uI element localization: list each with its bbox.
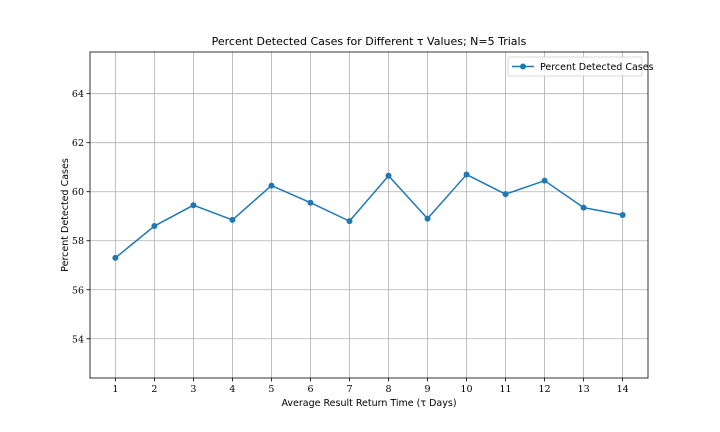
series-line [114, 173, 623, 259]
data-point [268, 182, 275, 189]
x-tick-label: 8 [385, 384, 391, 395]
x-tick-label: 12 [539, 384, 551, 395]
legend: Percent Detected Cases [507, 56, 654, 77]
data-point [346, 218, 353, 225]
x-tick-label: 3 [190, 384, 196, 395]
y-tick-label: 56 [72, 285, 84, 296]
data-point [619, 212, 626, 218]
y-axis-label: Percent Detected Cases [60, 158, 71, 272]
x-tick-label: 1 [112, 384, 118, 395]
data-point [190, 202, 197, 209]
data-point [424, 215, 431, 222]
plot-area-frame [89, 51, 649, 379]
y-tick-label: 64 [72, 89, 84, 100]
data-point [307, 199, 314, 206]
x-tick-label: 4 [229, 384, 235, 395]
x-tick-label: 10 [461, 384, 473, 395]
y-tick-label: 54 [72, 334, 84, 345]
legend-box [507, 56, 643, 77]
x-tick-label: 13 [578, 384, 590, 395]
data-point [463, 171, 470, 178]
data-point [502, 191, 509, 198]
y-tick-label: 60 [72, 187, 84, 198]
x-tick-label: 2 [151, 384, 157, 395]
legend-entry-label: Percent Detected Cases [540, 62, 654, 73]
data-point [541, 177, 548, 184]
chart-title: Percent Detected Cases for Different τ V… [212, 35, 527, 48]
legend-marker-swatch [520, 63, 526, 70]
data-series [112, 171, 626, 261]
x-tick-label: 7 [346, 384, 352, 395]
y-tick-label: 62 [72, 138, 84, 149]
x-tick-label: 11 [500, 384, 512, 395]
x-tick-label: 6 [307, 384, 313, 395]
axis-ticks [86, 93, 624, 382]
x-tick-label: 14 [617, 384, 629, 395]
data-point [229, 216, 236, 223]
data-point [151, 223, 158, 230]
x-tick-label: 5 [268, 384, 274, 395]
y-tick-label: 58 [72, 236, 84, 247]
x-axis-label: Average Result Return Time (τ Days) [281, 398, 456, 409]
data-point [580, 204, 587, 211]
data-point [112, 254, 119, 261]
data-point [385, 172, 392, 179]
x-tick-label: 9 [425, 384, 431, 395]
